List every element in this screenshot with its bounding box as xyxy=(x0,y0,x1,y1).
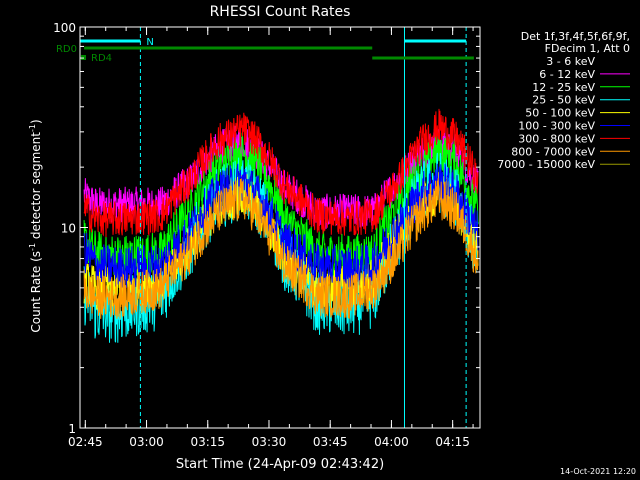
legend-label-8: 7000 - 15000 keV xyxy=(497,158,595,171)
legend-header-detectors: Det 1f,3f,4f,5f,6f,9f, xyxy=(521,30,630,43)
legend-header-decimation: FDecim 1, Att 0 xyxy=(545,42,630,55)
x-tick-label-0: 02:45 xyxy=(68,435,103,449)
y-axis-label-main: Count Rate (s xyxy=(29,251,43,333)
y-tick-label-0: 1 xyxy=(68,422,76,436)
rd0-label: RD0 xyxy=(56,44,77,55)
y-axis-label-mid: detector segment xyxy=(29,132,43,243)
rd4-label: RD4 xyxy=(91,53,112,64)
x-axis-label: Start Time (24-Apr-09 02:43:42) xyxy=(176,457,384,472)
y-tick-label-1: 10 xyxy=(61,222,76,236)
y-axis-label-exp2: -1 xyxy=(28,124,37,132)
legend-label-5: 100 - 300 keV xyxy=(518,120,595,133)
legend-label-0: 3 - 6 keV xyxy=(546,55,595,68)
x-tick-label-3: 03:30 xyxy=(252,435,287,449)
axes-frame: 1 10 100 02:45 03:00 03:15 03:30 03:45 04:00 04:1… xyxy=(53,21,481,449)
y-axis-label-exp1: -1 xyxy=(28,243,37,251)
legend-label-2: 12 - 25 keV xyxy=(532,81,595,94)
x-tick-label-2: 03:15 xyxy=(190,435,225,449)
series-line-6 xyxy=(83,178,479,319)
rd4-marker xyxy=(81,55,86,60)
x-tick-label-1: 03:00 xyxy=(129,435,164,449)
series-group xyxy=(83,108,479,343)
legend-label-3: 25 - 50 keV xyxy=(532,94,595,107)
night-bar-label-0: N xyxy=(146,37,153,48)
y-axis-label-end: ) xyxy=(29,119,43,124)
x-tick-label-4: 03:45 xyxy=(313,435,348,449)
legend-label-4: 50 - 100 keV xyxy=(525,107,595,120)
legend-label-7: 800 - 7000 keV xyxy=(511,145,595,158)
x-tick-label-6: 04:15 xyxy=(435,435,470,449)
x-tick-label-5: 04:00 xyxy=(374,435,409,449)
series-line-5 xyxy=(83,108,479,238)
footer-date: 14-Oct-2021 12:20 xyxy=(560,467,636,476)
series-line-1 xyxy=(83,131,479,278)
legend-label-6: 300 - 800 keV xyxy=(518,132,595,145)
legend: Det 1f,3f,4f,5f,6f,9f, FDecim 1, Att 0 3… xyxy=(497,30,630,171)
chart-title: RHESSI Count Rates xyxy=(210,4,351,20)
y-axis-label: Count Rate (s-1 detector segment-1) xyxy=(28,119,43,332)
y-tick-label-2: 100 xyxy=(53,21,76,35)
legend-label-1: 6 - 12 keV xyxy=(539,68,595,81)
